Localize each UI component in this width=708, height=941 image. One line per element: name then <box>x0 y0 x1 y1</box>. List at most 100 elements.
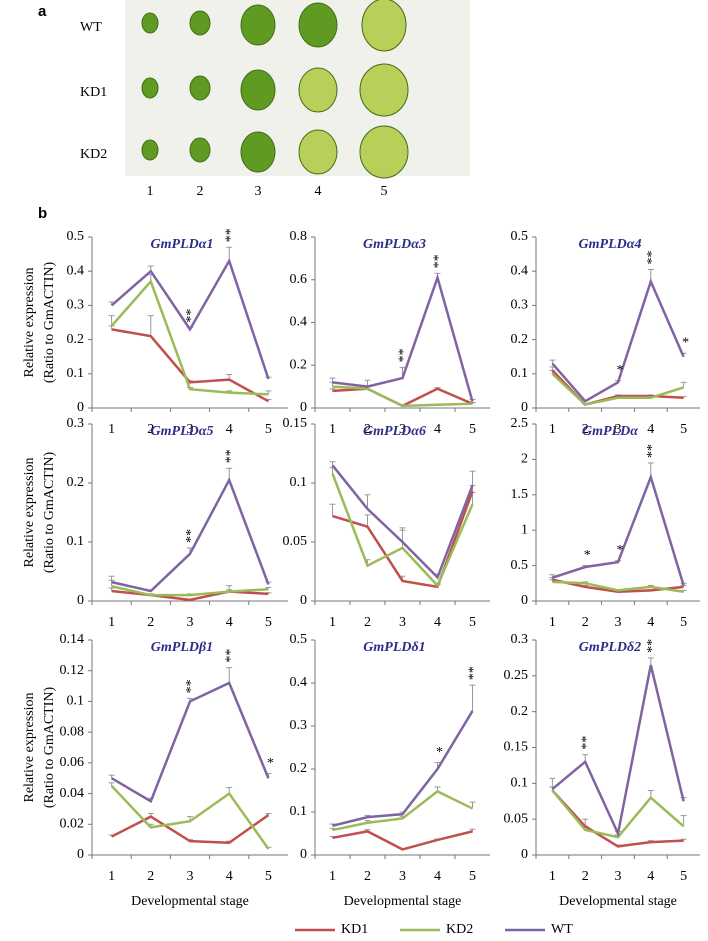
significance: ** <box>645 444 660 458</box>
x-tick-label: 2 <box>364 422 371 437</box>
x-tick-label: 5 <box>265 615 272 630</box>
x-tick-label: 1 <box>329 422 336 437</box>
row-label: WT <box>80 20 102 35</box>
seed <box>240 131 276 173</box>
x-tick-label: 1 <box>329 869 336 884</box>
series-line <box>110 257 270 380</box>
y-tick-label: 0.12 <box>60 663 85 678</box>
column-label: 2 <box>197 184 204 199</box>
significance: ** <box>223 228 238 242</box>
y-tick-label: 0.06 <box>60 755 85 770</box>
x-axis-label: Developmental stage <box>131 894 249 909</box>
y-tick-label: 0.4 <box>67 263 85 278</box>
x-axis-label: Developmental stage <box>344 894 462 909</box>
x-tick-label: 2 <box>364 615 371 630</box>
seed <box>298 2 338 48</box>
seed <box>240 69 276 111</box>
x-tick-label: 3 <box>187 422 194 437</box>
significance: ** <box>432 254 447 268</box>
x-tick-label: 1 <box>549 422 556 437</box>
y-tick-label: 0.1 <box>67 366 85 381</box>
significance: * <box>436 745 443 760</box>
seed <box>189 137 211 163</box>
y-tick-label: 0.4 <box>290 675 308 690</box>
series-line <box>110 785 270 850</box>
seed <box>298 67 338 113</box>
y-tick-label: 0 <box>521 400 528 415</box>
series-line <box>552 580 684 594</box>
significance: * <box>617 363 624 378</box>
seed <box>240 4 276 46</box>
x-tick-label: 5 <box>680 615 687 630</box>
y-tick-label: 0.08 <box>60 724 85 739</box>
y-axis-label: Relative expression <box>22 457 37 567</box>
y-axis-label: (Ratio to GmACTIN) <box>42 687 57 809</box>
y-tick-label: 0.1 <box>511 366 529 381</box>
significance: ** <box>645 639 660 653</box>
chart-title: GmPLDα1 <box>151 237 214 252</box>
x-tick-label: 4 <box>226 869 233 884</box>
chart-title: GmPLDα5 <box>151 424 214 439</box>
series-line <box>551 277 685 403</box>
y-tick-label: 2.5 <box>511 416 529 431</box>
chart-title: GmPLDβ1 <box>151 640 213 655</box>
x-tick-label: 1 <box>549 869 556 884</box>
seed <box>189 10 211 36</box>
column-label: 5 <box>381 184 388 199</box>
series-line <box>110 681 270 804</box>
x-tick-label: 3 <box>615 422 622 437</box>
significance: ** <box>223 449 238 463</box>
y-tick-label: 0 <box>77 400 84 415</box>
y-axis-label: (Ratio to GmACTIN) <box>42 452 57 574</box>
y-tick-label: 0.1 <box>290 804 308 819</box>
y-tick-label: 0.4 <box>511 263 529 278</box>
y-tick-label: 0.1 <box>511 776 529 791</box>
y-tick-label: 0.15 <box>283 416 308 431</box>
seed <box>298 129 338 175</box>
series-line <box>110 279 269 396</box>
x-tick-label: 3 <box>187 869 194 884</box>
x-tick-label: 4 <box>647 615 654 630</box>
seed <box>141 139 159 161</box>
series-line <box>551 789 684 848</box>
series-line <box>552 473 685 586</box>
y-tick-label: 0 <box>300 847 307 862</box>
column-label: 3 <box>255 184 262 199</box>
y-tick-label: 0 <box>521 847 528 862</box>
x-tick-label: 5 <box>680 869 687 884</box>
series-line <box>111 477 270 593</box>
series-line <box>332 490 474 589</box>
series-line <box>332 385 473 408</box>
legend-label: KD1 <box>341 922 368 937</box>
y-tick-label: 0 <box>77 593 84 608</box>
significance: ** <box>184 529 199 543</box>
x-tick-label: 3 <box>399 422 406 437</box>
x-tick-label: 3 <box>615 869 622 884</box>
y-tick-label: 0 <box>300 593 307 608</box>
row-label: KD2 <box>80 147 107 162</box>
seed <box>359 125 409 179</box>
series-line <box>332 789 474 832</box>
y-tick-label: 0.5 <box>67 229 85 244</box>
column-label: 1 <box>147 184 154 199</box>
y-axis-label: Relative expression <box>22 692 37 802</box>
x-tick-label: 1 <box>108 869 115 884</box>
y-tick-label: 0.3 <box>67 416 85 431</box>
x-tick-label: 4 <box>434 869 441 884</box>
x-tick-label: 5 <box>265 869 272 884</box>
x-tick-label: 4 <box>434 422 441 437</box>
x-tick-label: 2 <box>582 869 589 884</box>
y-tick-label: 0.1 <box>67 534 85 549</box>
significance: * <box>682 335 689 350</box>
series-line <box>332 273 474 402</box>
chart-title: GmPLDδ2 <box>579 640 641 655</box>
y-tick-label: 0.25 <box>504 668 529 683</box>
y-tick-label: 0.3 <box>67 298 85 313</box>
significance: * <box>584 548 591 563</box>
y-tick-label: 0.1 <box>290 475 308 490</box>
legend-label: KD2 <box>446 922 473 937</box>
seed <box>141 12 159 34</box>
x-tick-label: 4 <box>226 422 233 437</box>
x-tick-label: 2 <box>582 422 589 437</box>
x-tick-label: 5 <box>680 422 687 437</box>
